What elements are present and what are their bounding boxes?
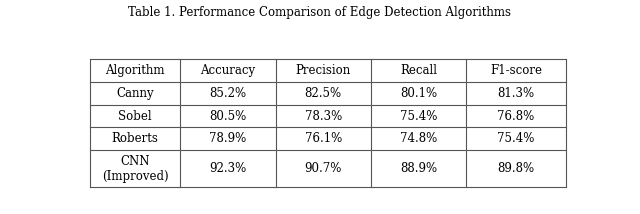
Text: 80.1%: 80.1% [400, 87, 437, 100]
Text: 78.3%: 78.3% [305, 110, 342, 122]
Text: 78.9%: 78.9% [209, 132, 246, 146]
Text: CNN
(Improved): CNN (Improved) [102, 155, 168, 183]
Text: 75.4%: 75.4% [400, 110, 437, 122]
Text: 82.5%: 82.5% [305, 87, 342, 100]
Text: Table 1. Performance Comparison of Edge Detection Algorithms: Table 1. Performance Comparison of Edge … [129, 6, 511, 19]
Text: Sobel: Sobel [118, 110, 152, 122]
Text: 90.7%: 90.7% [305, 162, 342, 175]
Text: 76.8%: 76.8% [497, 110, 534, 122]
Text: 80.5%: 80.5% [209, 110, 246, 122]
Text: Accuracy: Accuracy [200, 64, 255, 77]
Text: Roberts: Roberts [112, 132, 159, 146]
Text: 81.3%: 81.3% [497, 87, 534, 100]
Text: Canny: Canny [116, 87, 154, 100]
Text: Precision: Precision [296, 64, 351, 77]
Text: 85.2%: 85.2% [209, 87, 246, 100]
Text: 76.1%: 76.1% [305, 132, 342, 146]
Text: F1-score: F1-score [490, 64, 542, 77]
Text: 89.8%: 89.8% [497, 162, 534, 175]
Text: 92.3%: 92.3% [209, 162, 246, 175]
Text: Recall: Recall [400, 64, 437, 77]
Text: 88.9%: 88.9% [400, 162, 437, 175]
Text: 74.8%: 74.8% [400, 132, 437, 146]
Text: Algorithm: Algorithm [106, 64, 165, 77]
Text: 75.4%: 75.4% [497, 132, 535, 146]
